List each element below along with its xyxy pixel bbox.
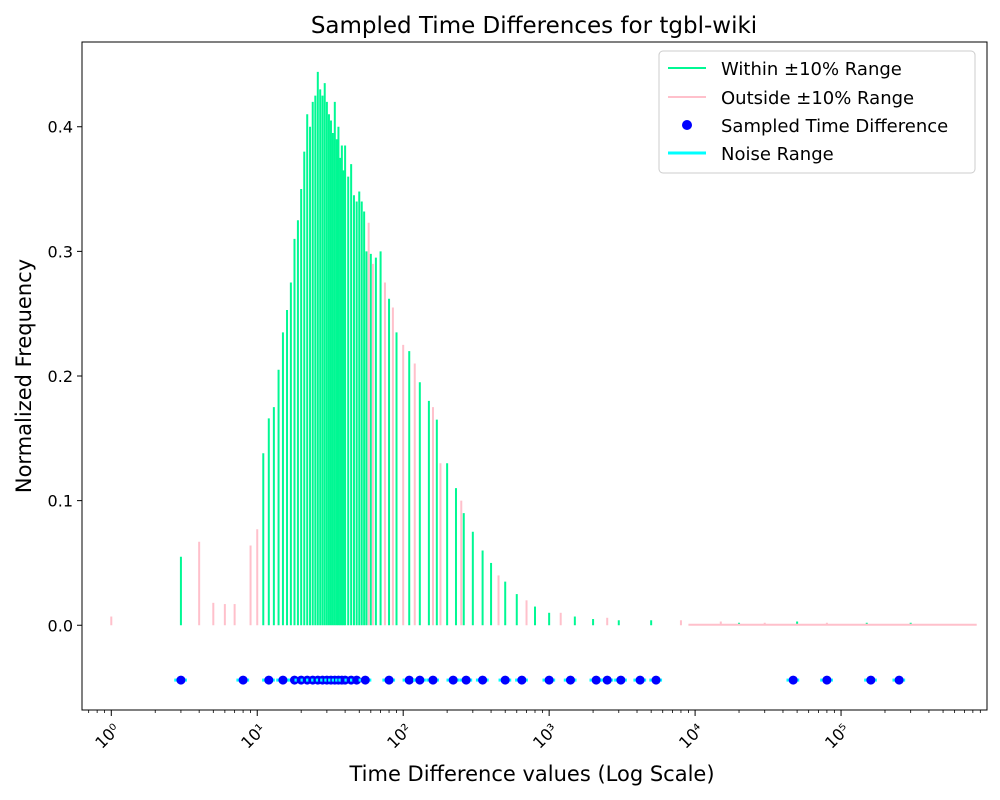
sampled-point [352, 675, 362, 685]
sampled-point [591, 675, 601, 685]
sampled-point [278, 675, 288, 685]
sampled-point [461, 675, 471, 685]
sampled-point [651, 675, 661, 685]
sampled-point [264, 675, 274, 685]
sampled-point [635, 675, 645, 685]
sampled-point [822, 675, 832, 685]
sampled-point [788, 675, 798, 685]
sampled-point [517, 675, 527, 685]
y-tick-label: 0.2 [48, 367, 73, 386]
legend-box [658, 50, 976, 174]
sampled-points-layer [174, 675, 906, 685]
sampled-point [404, 675, 414, 685]
x-tick-label: 10⁴ [675, 720, 707, 752]
y-tick-label: 0.3 [48, 242, 73, 261]
legend-label-outside: Outside ±10% Range [721, 88, 914, 109]
x-axis-ticks: 10⁰ 10¹ 10² 10³ 10⁴ 10⁵ [88, 710, 981, 752]
x-tick-label: 10² [383, 720, 415, 752]
y-axis-label: Normalized Frequency [12, 259, 36, 493]
sampled-point [866, 675, 876, 685]
sampled-point [565, 675, 575, 685]
sampled-point [238, 675, 248, 685]
x-tick-label: 10⁰ [91, 720, 123, 752]
sampled-point [478, 675, 488, 685]
sampled-point [176, 675, 186, 685]
sampled-point [360, 675, 370, 685]
legend-label-noise: Noise Range [721, 144, 834, 165]
x-tick-label: 10³ [529, 720, 561, 752]
x-tick-label: 10¹ [237, 720, 269, 752]
legend-label-sampled: Sampled Time Difference [721, 116, 948, 137]
chart-legend: Within ±10% Range Outside ±10% Range Sam… [658, 50, 976, 174]
x-axis-label: Time Difference values (Log Scale) [348, 762, 714, 786]
sampled-point [616, 675, 626, 685]
y-tick-label: 0.1 [48, 492, 73, 511]
legend-swatch-sampled [682, 120, 692, 130]
y-tick-label: 0.0 [48, 616, 73, 635]
sampled-point [384, 675, 394, 685]
bars-layer [110, 71, 977, 626]
sampled-point [602, 675, 612, 685]
y-axis-ticks: 0.0 0.1 0.2 0.3 0.4 [48, 118, 82, 635]
y-tick-label: 0.4 [48, 118, 73, 137]
sampled-point [894, 675, 904, 685]
sampled-point [415, 675, 425, 685]
sampled-point [448, 675, 458, 685]
legend-label-within: Within ±10% Range [721, 59, 902, 80]
x-tick-label: 10⁵ [821, 720, 853, 752]
sampled-point [544, 675, 554, 685]
sampled-point [500, 675, 510, 685]
chart-title: Sampled Time Differences for tgbl-wiki [311, 13, 757, 39]
sampled-point [428, 675, 438, 685]
